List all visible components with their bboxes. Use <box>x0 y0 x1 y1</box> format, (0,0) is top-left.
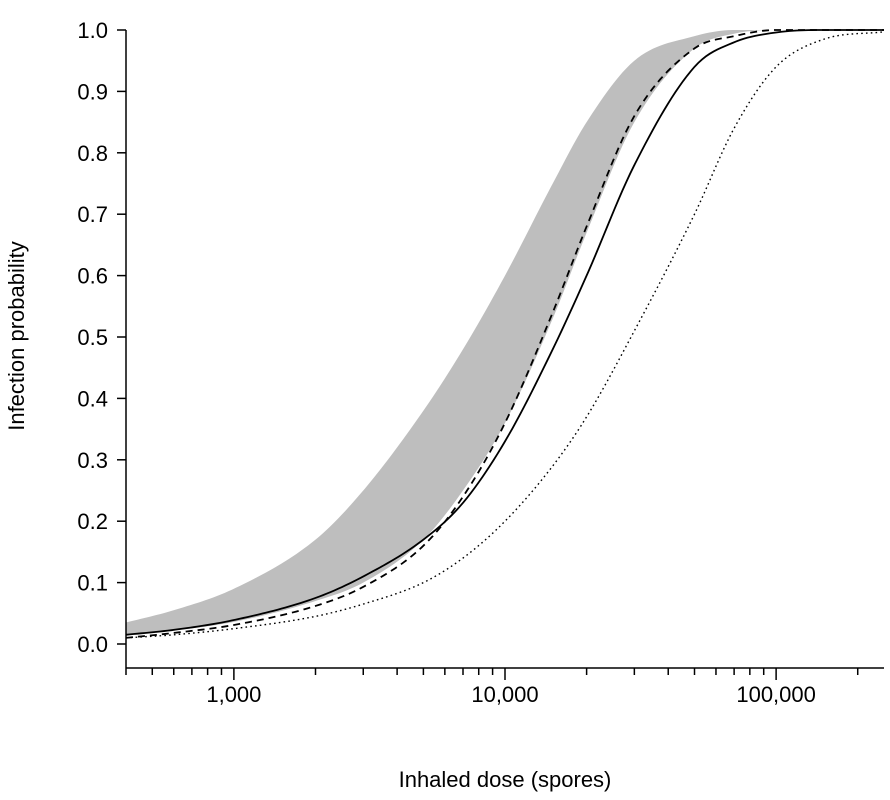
x-tick-label: 10,000 <box>471 682 538 707</box>
confidence-band <box>126 30 884 635</box>
y-tick-label: 1.0 <box>77 18 108 43</box>
y-tick-label: 0.8 <box>77 141 108 166</box>
plot-area <box>125 29 885 639</box>
x-tick-label: 1,000 <box>206 682 261 707</box>
series-line-solid <box>125 29 884 636</box>
y-tick-label: 0.2 <box>77 509 108 534</box>
y-axis-ticks: 0.0 0.1 0.2 0.3 0.4 0.5 0.6 0.7 0.8 0.9 1.0 <box>77 18 126 657</box>
y-tick-label: 0.0 <box>77 632 108 657</box>
axes: 0.00.10.20.30.40.50.60.70.80.91.0 1,000 1… <box>77 18 884 707</box>
x-tick-label: 100,000 <box>736 682 816 707</box>
y-axis-title: Infection probability <box>4 241 29 431</box>
y-tick-label: 0.1 <box>77 571 108 596</box>
x-axis-ticks: 1,000 10,000 100,000 <box>125 668 859 707</box>
y-tick-label: 0.7 <box>77 202 108 227</box>
y-tick-label: 0.4 <box>77 386 108 411</box>
y-tick-label: 0.6 <box>77 264 108 289</box>
y-tick-label: 0.5 <box>77 325 108 350</box>
x-axis-title: Inhaled dose (spores) <box>399 767 612 792</box>
y-tick-label: 0.9 <box>77 79 108 104</box>
y-tick-label: 0.3 <box>77 448 108 473</box>
